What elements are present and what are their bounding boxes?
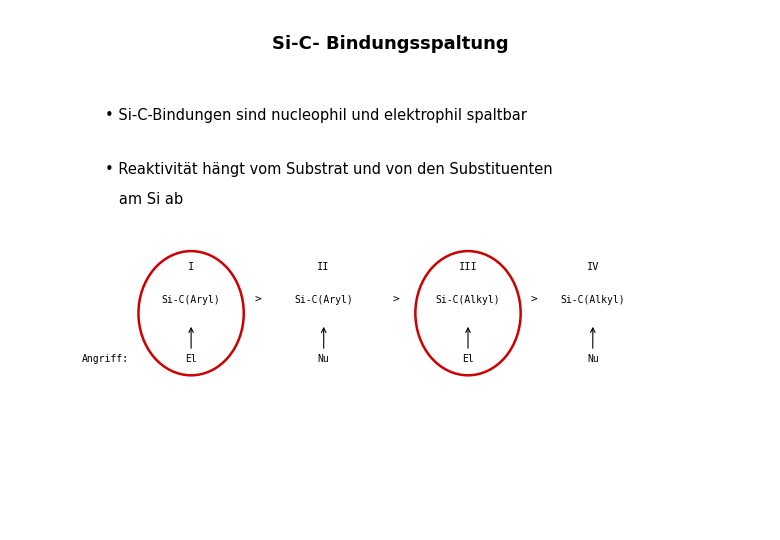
Text: I: I	[188, 262, 194, 272]
Text: am Si ab: am Si ab	[105, 192, 183, 207]
Text: Nu: Nu	[317, 354, 330, 364]
Text: >: >	[393, 295, 399, 305]
Text: El: El	[185, 354, 197, 364]
Text: Si-C- Bindungsspaltung: Si-C- Bindungsspaltung	[271, 35, 509, 53]
Text: • Reaktivität hängt vom Substrat und von den Substituenten: • Reaktivität hängt vom Substrat und von…	[105, 162, 553, 177]
Text: Si-C(Alkyl): Si-C(Alkyl)	[561, 295, 625, 305]
Text: El: El	[462, 354, 474, 364]
Text: Nu: Nu	[587, 354, 599, 364]
Text: Si-C(Alkyl): Si-C(Alkyl)	[436, 295, 500, 305]
Text: Si-C(Aryl): Si-C(Aryl)	[161, 295, 221, 305]
Text: • Si-C-Bindungen sind nucleophil und elektrophil spaltbar: • Si-C-Bindungen sind nucleophil und ele…	[105, 108, 527, 123]
Text: III: III	[459, 262, 477, 272]
Text: Angriff:: Angriff:	[82, 354, 129, 364]
Text: >: >	[254, 295, 261, 305]
Text: Si-C(Aryl): Si-C(Aryl)	[294, 295, 353, 305]
Text: IV: IV	[587, 262, 599, 272]
Text: >: >	[531, 295, 537, 305]
Text: II: II	[317, 262, 330, 272]
